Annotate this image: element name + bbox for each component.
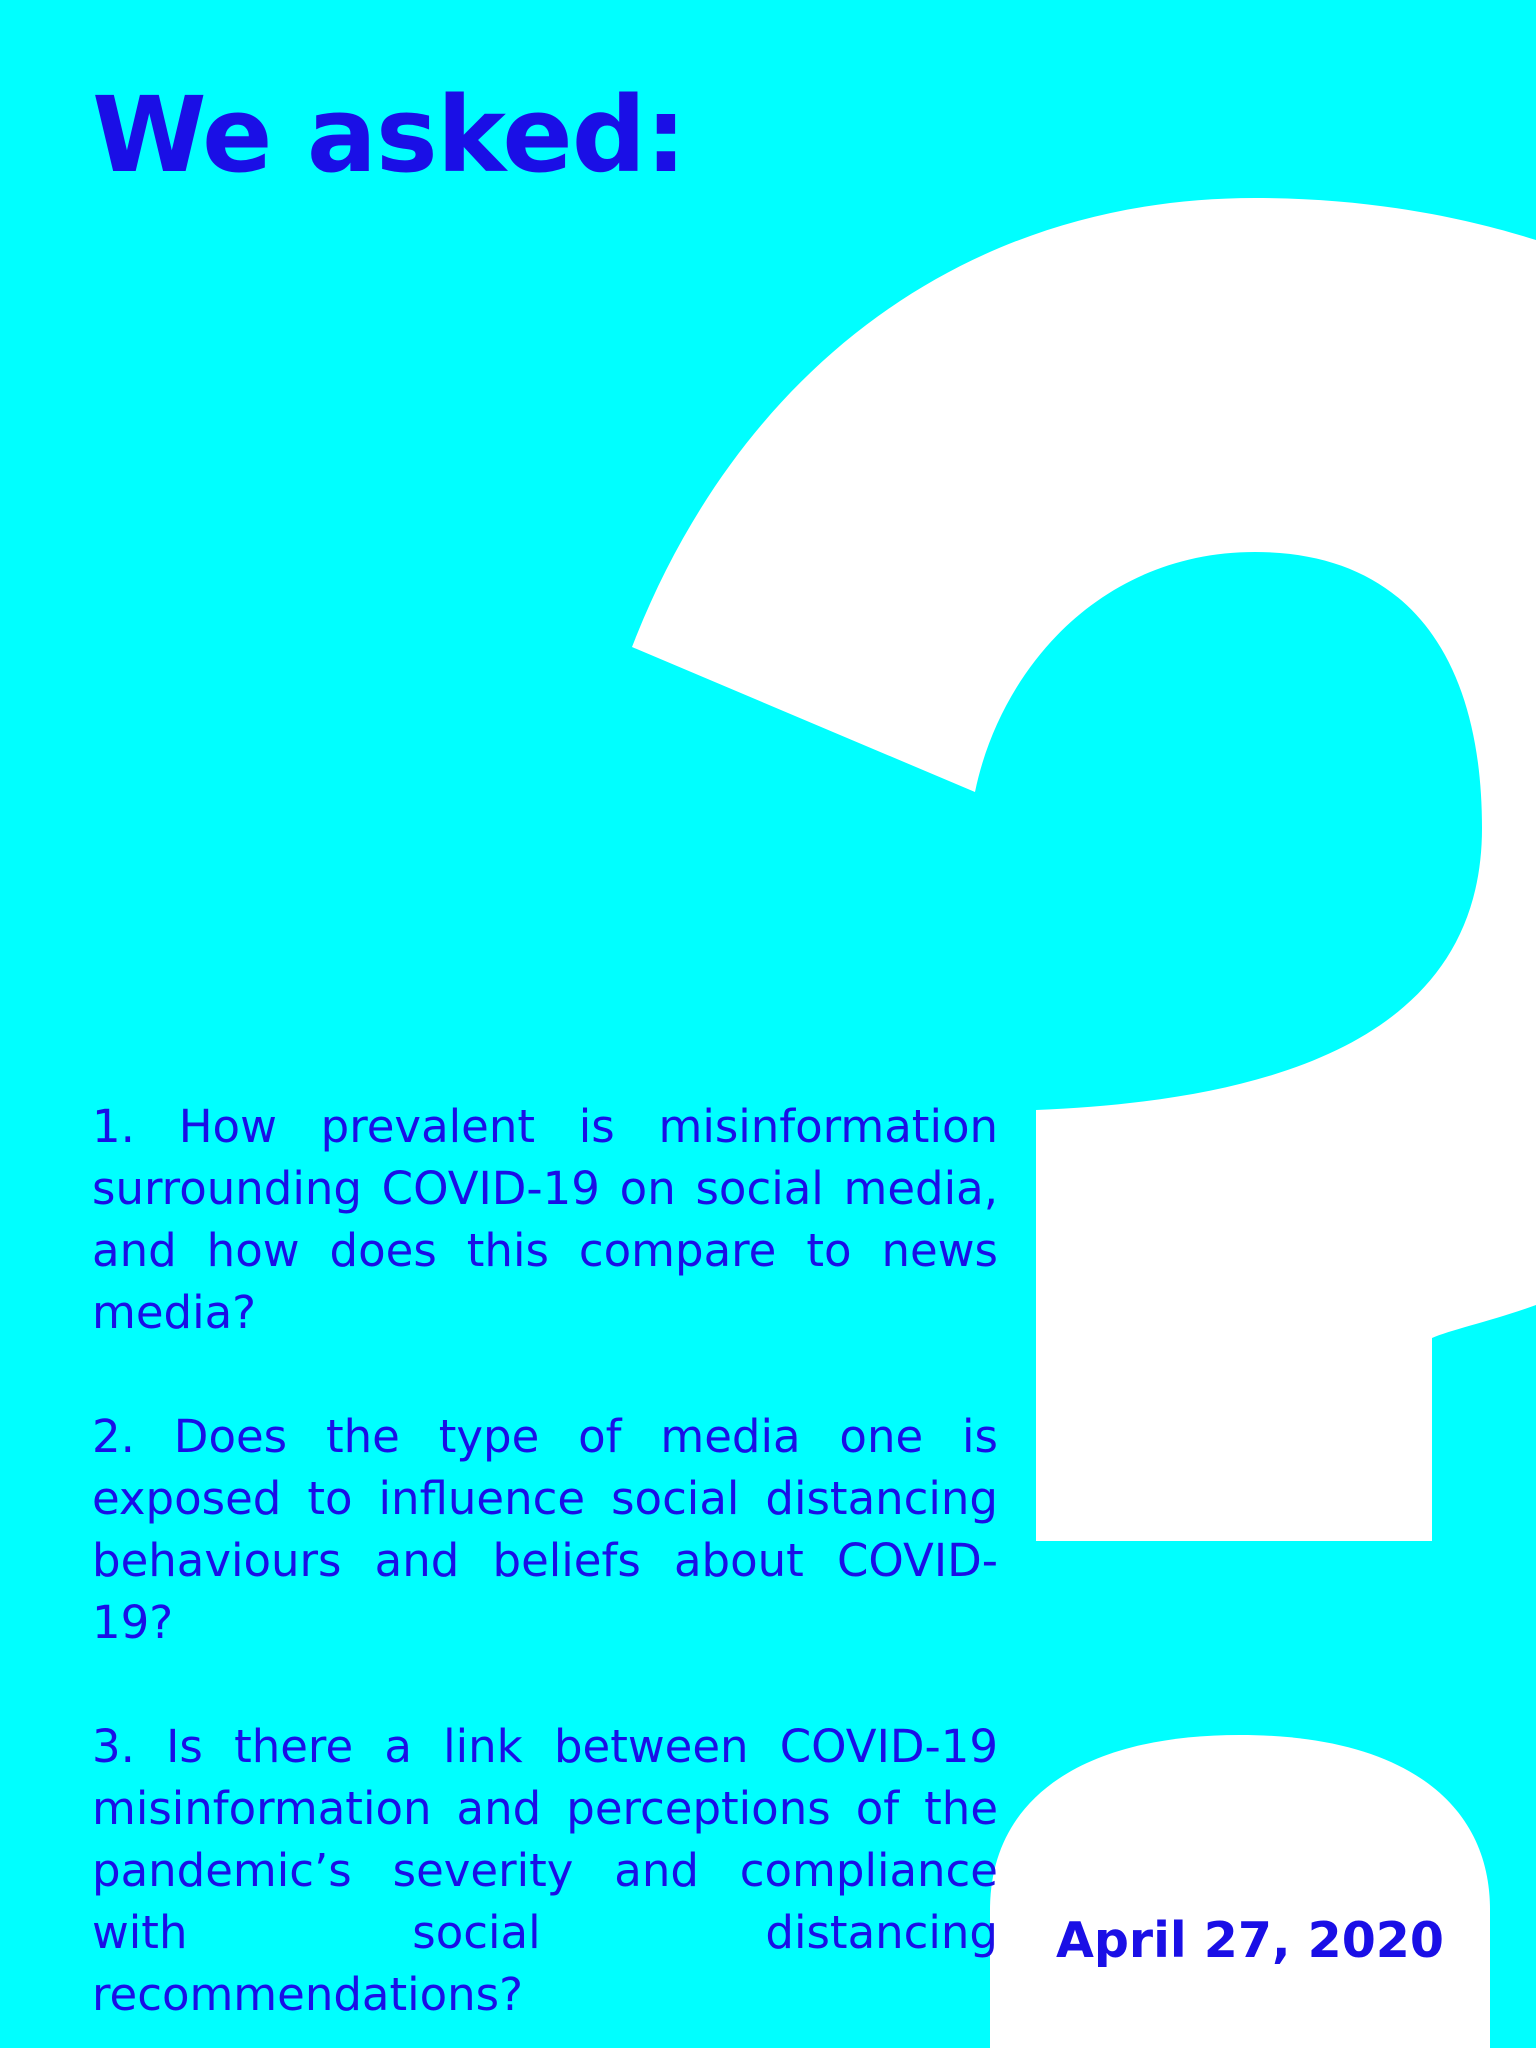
question-item: 3. Is there a link between COVID-19 misi… (92, 1720, 998, 2021)
question-item: 1. How prevalent is misinformation surro… (92, 1100, 998, 1339)
question-mark-dot (990, 1735, 1490, 2048)
date-label: April 27, 2020 (1055, 1912, 1444, 1970)
question-mark-hook (632, 198, 1536, 1541)
question-item: 2. Does the type of media one is exposed… (92, 1410, 998, 1649)
page-title: We asked: (92, 74, 687, 196)
question-list: 1. How prevalent is misinformation surro… (92, 1096, 998, 2048)
